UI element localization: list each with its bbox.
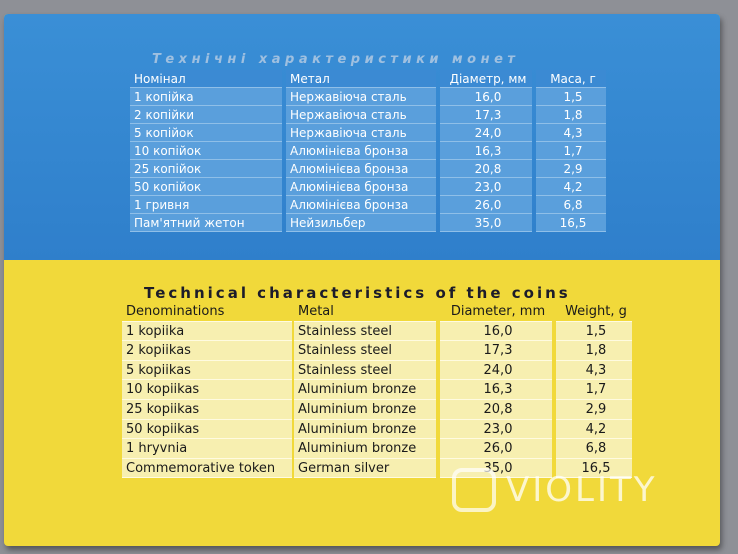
table-cell: 25 копійок bbox=[130, 160, 282, 178]
header-cell: Metal bbox=[294, 302, 436, 322]
table-cell: 16,0 bbox=[440, 88, 532, 106]
watermark-icon bbox=[452, 468, 496, 512]
table-cell: 1,8 bbox=[556, 341, 632, 361]
box: Технічні характеристики монет Technical … bbox=[4, 14, 720, 546]
table-cell: 16,5 bbox=[536, 214, 606, 232]
table-cell: Stainless steel bbox=[294, 321, 436, 342]
table-cell: 6,8 bbox=[556, 439, 632, 459]
table-cell: 1,5 bbox=[556, 321, 632, 342]
table-cell: 17,3 bbox=[440, 341, 552, 361]
table-cell: 1 гривня bbox=[130, 196, 282, 214]
watermark: VIOLITY bbox=[506, 470, 658, 510]
header-cell: Номінал bbox=[130, 70, 282, 88]
table-cell: 1 hryvnia bbox=[122, 439, 292, 459]
table-cell: 16,0 bbox=[440, 321, 552, 342]
table-cell: Нержавіюча сталь bbox=[286, 106, 436, 124]
table-cell: 26,0 bbox=[440, 196, 532, 214]
table-cell: 16,5 bbox=[556, 458, 632, 479]
table-cell: 1,7 bbox=[536, 142, 606, 160]
table-cell: 35,0 bbox=[440, 214, 532, 232]
table-cell: 20,8 bbox=[440, 400, 552, 420]
table-cell: Aluminium bronze bbox=[294, 439, 436, 459]
table-cell: 23,0 bbox=[440, 419, 552, 440]
table-cell: 1,5 bbox=[536, 88, 606, 106]
table-cell: 10 kopiikas bbox=[122, 380, 292, 400]
table-cell: 16,3 bbox=[440, 142, 532, 160]
table-cell: Алюмінієва бронза bbox=[286, 160, 436, 178]
table-cell: 5 копійок bbox=[130, 124, 282, 142]
table-cell: 24,0 bbox=[440, 124, 532, 142]
table-cell: 24,0 bbox=[440, 360, 552, 381]
table-cell: German silver bbox=[294, 458, 436, 479]
header-cell: Weight, g bbox=[556, 302, 632, 322]
table-cell: Нейзильбер bbox=[286, 214, 436, 232]
table-cell: 1 копійка bbox=[130, 88, 282, 106]
table-cell: 16,3 bbox=[440, 380, 552, 400]
table-cell: 2,9 bbox=[556, 400, 632, 420]
header-cell: Діаметр, мм bbox=[440, 70, 532, 88]
ua-title: Технічні характеристики монет bbox=[152, 52, 520, 67]
table-cell: 10 копійок bbox=[130, 142, 282, 160]
table-cell: 4,3 bbox=[556, 360, 632, 381]
table-cell: Алюмінієва бронза bbox=[286, 178, 436, 196]
table-cell: Stainless steel bbox=[294, 341, 436, 361]
table-cell: Алюмінієва бронза bbox=[286, 196, 436, 214]
table-cell: 1,7 bbox=[556, 380, 632, 400]
table-cell: 17,3 bbox=[440, 106, 532, 124]
table-cell: 26,0 bbox=[440, 439, 552, 459]
table-cell: 1,8 bbox=[536, 106, 606, 124]
header-cell: Denominations bbox=[122, 302, 292, 322]
table-cell: 4,3 bbox=[536, 124, 606, 142]
header-cell: Маса, г bbox=[536, 70, 606, 88]
table-cell: 50 копійок bbox=[130, 178, 282, 196]
table-cell: 25 kopiikas bbox=[122, 400, 292, 420]
table-cell: 50 kopiikas bbox=[122, 419, 292, 440]
en-title: Technical characteristics of the coins bbox=[144, 284, 571, 302]
table-cell: 23,0 bbox=[440, 178, 532, 196]
header-cell: Метал bbox=[286, 70, 436, 88]
table-cell: Aluminium bronze bbox=[294, 380, 436, 400]
header-cell: Diameter, mm bbox=[440, 302, 552, 322]
table-cell: Aluminium bronze bbox=[294, 400, 436, 420]
table-cell: 20,8 bbox=[440, 160, 532, 178]
table-cell: Алюмінієва бронза bbox=[286, 142, 436, 160]
table-cell: 6,8 bbox=[536, 196, 606, 214]
table-cell: Stainless steel bbox=[294, 360, 436, 381]
table-cell: 4,2 bbox=[556, 419, 632, 440]
table-cell: 2 kopiikas bbox=[122, 341, 292, 361]
table-cell: Commemorative token bbox=[122, 458, 292, 479]
table-cell: 1 kopiika bbox=[122, 321, 292, 342]
table-cell: 2,9 bbox=[536, 160, 606, 178]
table-cell: 5 kopiikas bbox=[122, 360, 292, 381]
table-cell: Нержавіюча сталь bbox=[286, 124, 436, 142]
table-cell: Нержавіюча сталь bbox=[286, 88, 436, 106]
table-cell: Aluminium bronze bbox=[294, 419, 436, 440]
table-cell: 4,2 bbox=[536, 178, 606, 196]
table-cell: Пам'ятний жетон bbox=[130, 214, 282, 232]
table-cell: 2 копійки bbox=[130, 106, 282, 124]
